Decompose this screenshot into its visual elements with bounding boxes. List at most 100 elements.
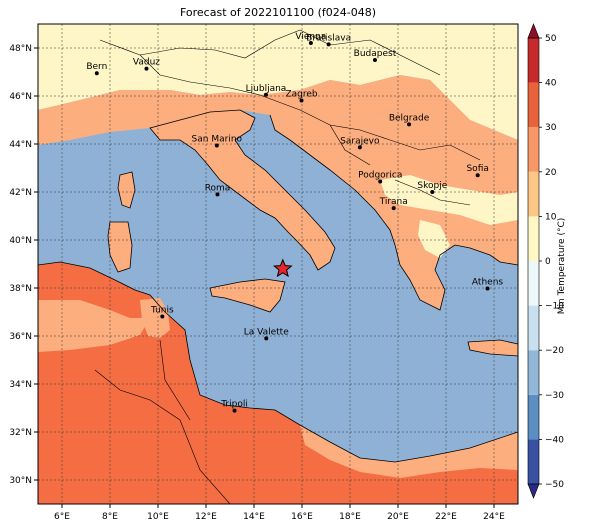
- city-dot: [232, 408, 237, 413]
- city-dot: [372, 58, 377, 62]
- colorbar-tick-label: 0: [545, 257, 551, 267]
- marker-layer: [272, 258, 293, 278]
- axis-ticks: 6°E 8°E 10°E 12°E 14°E 16°E 18°E 20°E 22°E 24°E 48…: [9, 44, 505, 522]
- city-label: Tripoli: [220, 400, 248, 410]
- city-label: Tunis: [150, 306, 174, 316]
- city-label: San Marino: [192, 134, 243, 144]
- colorbar-segment: [528, 261, 539, 306]
- city-dot: [94, 71, 99, 76]
- city-label: Podgorica: [358, 170, 402, 180]
- city-dot: [485, 286, 490, 291]
- lat-tick-label: 48°N: [9, 44, 32, 54]
- colorbar: 50 40 30 20 10 0 −10 −20 −30 −40 −50: [527, 23, 564, 499]
- africa-coast-band: [38, 300, 150, 352]
- city-label: Sofia: [466, 164, 488, 174]
- lat-tick-label: 42°N: [9, 188, 32, 198]
- country-borders: [94, 29, 481, 504]
- city-label: Athens: [472, 277, 503, 287]
- city-label: Tirana: [379, 197, 408, 207]
- city-dot: [308, 40, 313, 45]
- colorbar-tick-label: 20: [545, 168, 557, 178]
- city-label: Ljubljana: [246, 84, 287, 94]
- city-dot: [299, 98, 304, 103]
- colorbar-segment: [528, 216, 539, 261]
- city-dot: [378, 179, 383, 184]
- colorbar-tick-label: 10: [545, 212, 557, 222]
- colorbar-segment: [528, 305, 539, 351]
- italy-land: [150, 110, 335, 270]
- colorbar-segment: [528, 350, 539, 395]
- city-label: La Valette: [244, 327, 289, 337]
- lon-tick-label: 8°E: [102, 512, 118, 522]
- lat-tick-label: 46°N: [9, 92, 32, 102]
- colorbar-segment: [528, 171, 539, 217]
- city-label: Bern: [86, 62, 107, 72]
- city-label: Roma: [205, 183, 231, 193]
- sicily-land: [210, 279, 285, 312]
- lon-tick-label: 22°E: [435, 512, 457, 522]
- lat-tick-label: 30°N: [9, 476, 32, 486]
- lon-tick-label: 6°E: [54, 512, 70, 522]
- map-frame: [37, 23, 519, 505]
- greece-highland: [418, 220, 450, 258]
- corsica-land: [118, 172, 135, 208]
- lat-tick-label: 40°N: [9, 236, 32, 246]
- colorbar-tick-label: 50: [545, 34, 557, 44]
- graticule: [38, 24, 518, 504]
- lat-tick-label: 36°N: [9, 332, 32, 342]
- city-label: Vienna: [295, 32, 326, 42]
- colorbar-extend-top: [527, 23, 540, 39]
- city-dot: [391, 206, 396, 211]
- colorbar-segment: [528, 439, 539, 484]
- city-dot: [264, 336, 269, 341]
- colorbar-tick-label: −40: [545, 435, 564, 445]
- city-label: Sarajevo: [340, 136, 380, 146]
- figure-title: Forecast of 2022101100 (f024-048): [179, 6, 377, 19]
- colorbar-extend-bottom: [527, 483, 540, 499]
- city-label: Budapest: [354, 49, 397, 59]
- colorbar-tick-label: −30: [545, 391, 564, 401]
- lat-tick-label: 38°N: [9, 284, 32, 294]
- lon-tick-label: 12°E: [195, 512, 217, 522]
- colorbar-tick-label: 30: [545, 123, 557, 133]
- sardinia-land: [108, 222, 132, 272]
- city-dot: [326, 42, 331, 47]
- lat-tick-label: 32°N: [9, 428, 32, 438]
- city-label: Zagreb: [285, 90, 317, 100]
- city-label: Bratislava: [306, 33, 351, 43]
- city-label: Vaduz: [133, 58, 160, 68]
- lon-tick-label: 24°E: [483, 512, 505, 522]
- lat-tick-label: 44°N: [9, 140, 32, 150]
- city-dot: [144, 66, 149, 71]
- city-dot: [215, 192, 220, 197]
- lon-tick-label: 14°E: [243, 512, 265, 522]
- city-dot: [160, 314, 165, 319]
- city-dot: [430, 190, 435, 194]
- city-label: Skopje: [417, 181, 447, 191]
- colorbar-tick-label: −20: [545, 346, 564, 356]
- lon-tick-label: 10°E: [147, 512, 169, 522]
- event-star-marker: [272, 258, 293, 278]
- colorbar-tick-label: 40: [545, 79, 557, 89]
- colorbar-segment: [528, 82, 539, 128]
- colorbar-label: Min Temperature (°C): [557, 217, 567, 315]
- colorbar-segment: [528, 127, 539, 172]
- coastlines: [38, 109, 518, 463]
- colorbar-segment: [528, 394, 539, 440]
- lat-tick-label: 34°N: [9, 380, 32, 390]
- city-dot: [214, 143, 219, 148]
- libya-coast-band: [300, 425, 518, 478]
- lon-tick-label: 16°E: [291, 512, 313, 522]
- city-dot: [264, 92, 268, 97]
- city-dot: [475, 173, 480, 178]
- colorbar-tick-label: −10: [545, 302, 564, 312]
- tunisia-land: [140, 298, 170, 338]
- colorbar-tick-label: −50: [545, 480, 564, 490]
- city-label: Belgrade: [389, 113, 430, 123]
- city-dot: [407, 122, 412, 127]
- colorbar-segment: [528, 38, 539, 83]
